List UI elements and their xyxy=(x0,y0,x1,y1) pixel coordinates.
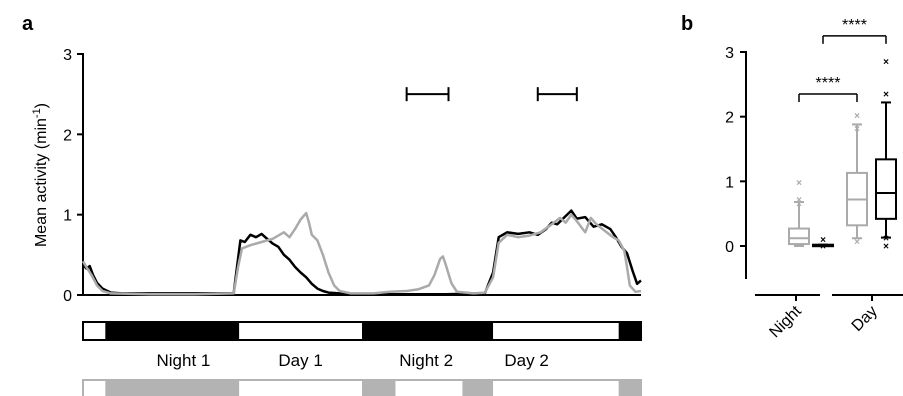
panel-a-y-axis-label: Mean activity (min-1) xyxy=(31,103,50,247)
y-axis-label-close: ) xyxy=(33,103,50,108)
y-tick-label: 1 xyxy=(725,174,734,191)
panel-a-error-bars xyxy=(405,87,578,102)
y-axis-label-superscript: -1 xyxy=(31,108,43,118)
outlier-marker: × xyxy=(883,57,889,68)
light-period-label: Night 2 xyxy=(399,351,453,370)
outlier-marker: × xyxy=(883,242,889,253)
panel-b-boxes: ×××××××××××× xyxy=(788,57,897,253)
outlier-marker: × xyxy=(883,234,889,245)
grey-bar-segment xyxy=(105,380,240,396)
activity-series-line xyxy=(81,211,642,296)
grey-bar-segment xyxy=(618,380,641,396)
light-bar-segment xyxy=(618,322,641,340)
light-dark-bar: Night 1 Day 1 Night 2 Day 2 xyxy=(82,321,642,370)
panel-a-label: a xyxy=(22,13,34,35)
light-bar-segment xyxy=(362,322,494,340)
box-iqr xyxy=(875,158,897,220)
light-bar-segment xyxy=(493,322,619,340)
light-bar-segment xyxy=(83,322,106,340)
outlier-marker: × xyxy=(854,111,860,122)
outlier-marker: × xyxy=(854,237,860,248)
y-tick-label: 3 xyxy=(725,45,734,62)
y-tick-label: 2 xyxy=(63,127,72,144)
light-bar-outline xyxy=(82,321,642,341)
outlier-marker: × xyxy=(820,242,826,253)
secondary-light-dark-bar xyxy=(82,379,642,396)
grey-bar-segment xyxy=(462,380,494,396)
panel-b-label: b xyxy=(681,13,693,35)
y-tick-label: 3 xyxy=(63,47,72,64)
grey-bar-segment xyxy=(83,380,106,396)
light-period-label: Day 1 xyxy=(278,351,322,370)
y-tick-label: 1 xyxy=(63,208,72,225)
grey-bar-outline xyxy=(82,379,642,396)
panel-b-significance: **** **** xyxy=(798,17,887,103)
significance-label: **** xyxy=(816,75,841,92)
outlier-marker: × xyxy=(854,124,860,135)
significance-label: **** xyxy=(842,17,867,34)
panel-a-axes: 0 1 2 3 xyxy=(63,47,641,305)
light-period-label: Day 2 xyxy=(504,351,548,370)
x-category-label: Night xyxy=(766,302,805,341)
grey-bar-segment xyxy=(493,380,619,396)
grey-bar-segment xyxy=(395,380,463,396)
outlier-marker: × xyxy=(820,235,826,246)
y-tick-label: 0 xyxy=(725,239,734,256)
outlier-marker: × xyxy=(796,199,802,210)
panel-a-series xyxy=(81,209,642,296)
x-category-label: Day xyxy=(849,303,881,335)
light-bar-segment xyxy=(105,322,240,340)
outlier-marker: × xyxy=(796,178,802,189)
activity-series-line xyxy=(82,209,642,296)
box-iqr xyxy=(788,227,810,246)
y-tick-label: 0 xyxy=(63,288,72,305)
light-period-label: Night 1 xyxy=(157,351,211,370)
outlier-marker: × xyxy=(883,90,889,101)
grey-bar-segment xyxy=(362,380,396,396)
outlier-marker: × xyxy=(796,195,802,206)
y-axis-label-main: Mean activity (min xyxy=(33,118,50,247)
light-bar-segment xyxy=(239,322,362,340)
y-tick-label: 2 xyxy=(725,110,734,127)
grey-bar-segment xyxy=(239,380,362,396)
